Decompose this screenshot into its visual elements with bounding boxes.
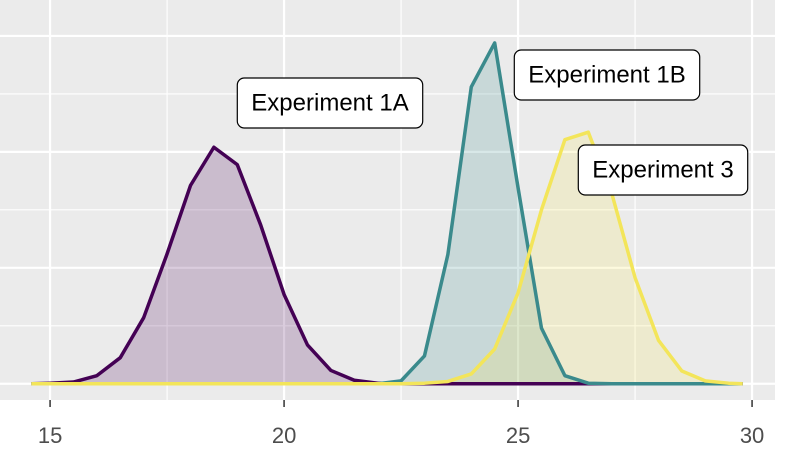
density-area	[31, 132, 743, 384]
series-label: Experiment 3	[577, 144, 749, 196]
series-label: Experiment 1B	[513, 49, 701, 101]
x-axis: 15 20 25 30	[38, 400, 764, 448]
x-tick-label: 30	[740, 423, 764, 448]
lines	[31, 41, 743, 386]
label-text: Experiment 3	[592, 156, 733, 183]
label-box	[513, 49, 701, 101]
labels: Experiment 1A Experiment 1B Experiment 3	[236, 49, 749, 196]
x-tick-label: 15	[38, 423, 62, 448]
label-box	[236, 77, 424, 129]
areas	[31, 42, 743, 384]
density-area	[31, 147, 743, 384]
label-text: Experiment 1A	[251, 89, 408, 116]
x-tick-label: 20	[272, 423, 296, 448]
x-tick-label: 25	[506, 423, 530, 448]
label-box	[577, 144, 749, 196]
series-label: Experiment 1A	[236, 77, 424, 129]
label-text: Experiment 1B	[528, 61, 685, 88]
density-line	[31, 130, 743, 386]
